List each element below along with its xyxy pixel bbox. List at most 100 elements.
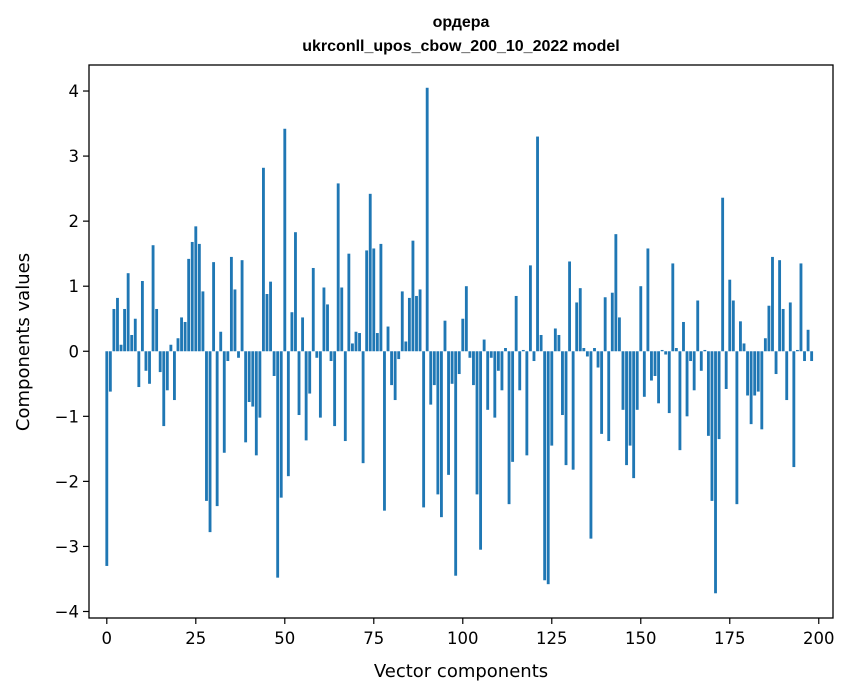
bar bbox=[247, 351, 251, 403]
bar bbox=[294, 232, 297, 352]
bar bbox=[272, 351, 276, 376]
bar bbox=[137, 351, 141, 388]
bar bbox=[678, 351, 682, 451]
bar bbox=[699, 351, 703, 371]
bar bbox=[806, 329, 810, 352]
bar bbox=[735, 351, 739, 505]
bar bbox=[158, 351, 162, 373]
bar bbox=[593, 348, 596, 352]
bar bbox=[582, 348, 586, 352]
bar bbox=[173, 351, 176, 401]
bar bbox=[532, 351, 536, 362]
bar bbox=[810, 351, 814, 362]
bar bbox=[785, 351, 789, 401]
bar bbox=[457, 351, 461, 375]
bar bbox=[696, 300, 700, 352]
bar bbox=[425, 87, 429, 352]
bar bbox=[493, 351, 497, 418]
x-tick-label: 150 bbox=[625, 629, 657, 648]
bar bbox=[742, 343, 746, 352]
bar bbox=[692, 351, 696, 391]
y-tick-label: 0 bbox=[69, 342, 80, 361]
bar bbox=[126, 273, 130, 352]
x-axis-ticks: 0 25 50 75 100 125 150 175 200 bbox=[102, 618, 835, 648]
bar bbox=[265, 294, 269, 352]
bar bbox=[635, 351, 639, 410]
x-tick-label: 125 bbox=[536, 629, 568, 648]
bar bbox=[244, 351, 248, 443]
bar bbox=[682, 321, 685, 352]
bar bbox=[461, 318, 465, 352]
bar bbox=[500, 351, 504, 391]
bar bbox=[176, 338, 180, 352]
bar bbox=[571, 351, 575, 470]
bar bbox=[347, 253, 351, 352]
bar bbox=[368, 193, 372, 352]
bar bbox=[625, 351, 628, 466]
bar bbox=[774, 351, 778, 375]
bar bbox=[617, 317, 621, 352]
bar bbox=[354, 331, 358, 352]
bar bbox=[767, 305, 771, 352]
bar bbox=[543, 351, 547, 581]
bar bbox=[436, 351, 440, 495]
bar bbox=[397, 351, 401, 360]
bar bbox=[340, 287, 344, 352]
bar bbox=[521, 349, 525, 352]
bar bbox=[254, 351, 258, 456]
bar bbox=[788, 302, 792, 352]
bar bbox=[660, 349, 664, 352]
bar bbox=[407, 297, 411, 352]
bar bbox=[233, 289, 237, 352]
bar bbox=[749, 351, 753, 425]
bar bbox=[447, 351, 450, 475]
bar bbox=[358, 333, 361, 352]
bar bbox=[746, 351, 749, 396]
bar bbox=[536, 136, 539, 352]
bar bbox=[440, 351, 443, 518]
bar bbox=[731, 300, 735, 352]
bar bbox=[262, 167, 265, 352]
bar bbox=[596, 351, 600, 368]
bar bbox=[628, 351, 632, 446]
bar bbox=[148, 351, 151, 384]
bar bbox=[304, 351, 308, 441]
bar bbox=[621, 351, 625, 410]
bar bbox=[301, 317, 305, 352]
bar bbox=[689, 351, 693, 362]
bar bbox=[564, 351, 568, 466]
bar bbox=[219, 331, 223, 352]
bar bbox=[315, 351, 319, 358]
x-tick-label: 50 bbox=[274, 629, 295, 648]
bar bbox=[165, 351, 169, 391]
bar bbox=[557, 334, 561, 352]
bar bbox=[760, 351, 764, 430]
bar bbox=[664, 351, 668, 355]
bar bbox=[322, 287, 326, 352]
bar bbox=[546, 351, 550, 585]
bar bbox=[475, 351, 479, 495]
bar bbox=[390, 351, 394, 386]
bar bbox=[578, 288, 582, 352]
bar bbox=[642, 351, 646, 397]
bar bbox=[404, 341, 408, 352]
bar bbox=[799, 263, 803, 352]
bar bbox=[525, 351, 529, 456]
bar bbox=[343, 351, 347, 442]
x-tick-label: 75 bbox=[363, 629, 384, 648]
bar bbox=[308, 351, 312, 394]
bar bbox=[208, 351, 212, 533]
bar bbox=[607, 351, 611, 442]
bar bbox=[443, 320, 447, 352]
bar bbox=[105, 351, 109, 566]
bar bbox=[486, 351, 490, 410]
bar bbox=[653, 351, 657, 376]
bar bbox=[240, 260, 244, 352]
bar bbox=[333, 351, 337, 427]
bar bbox=[468, 351, 472, 358]
bar bbox=[190, 241, 194, 352]
bar bbox=[771, 256, 774, 352]
bar bbox=[140, 281, 144, 352]
bar bbox=[781, 308, 785, 352]
